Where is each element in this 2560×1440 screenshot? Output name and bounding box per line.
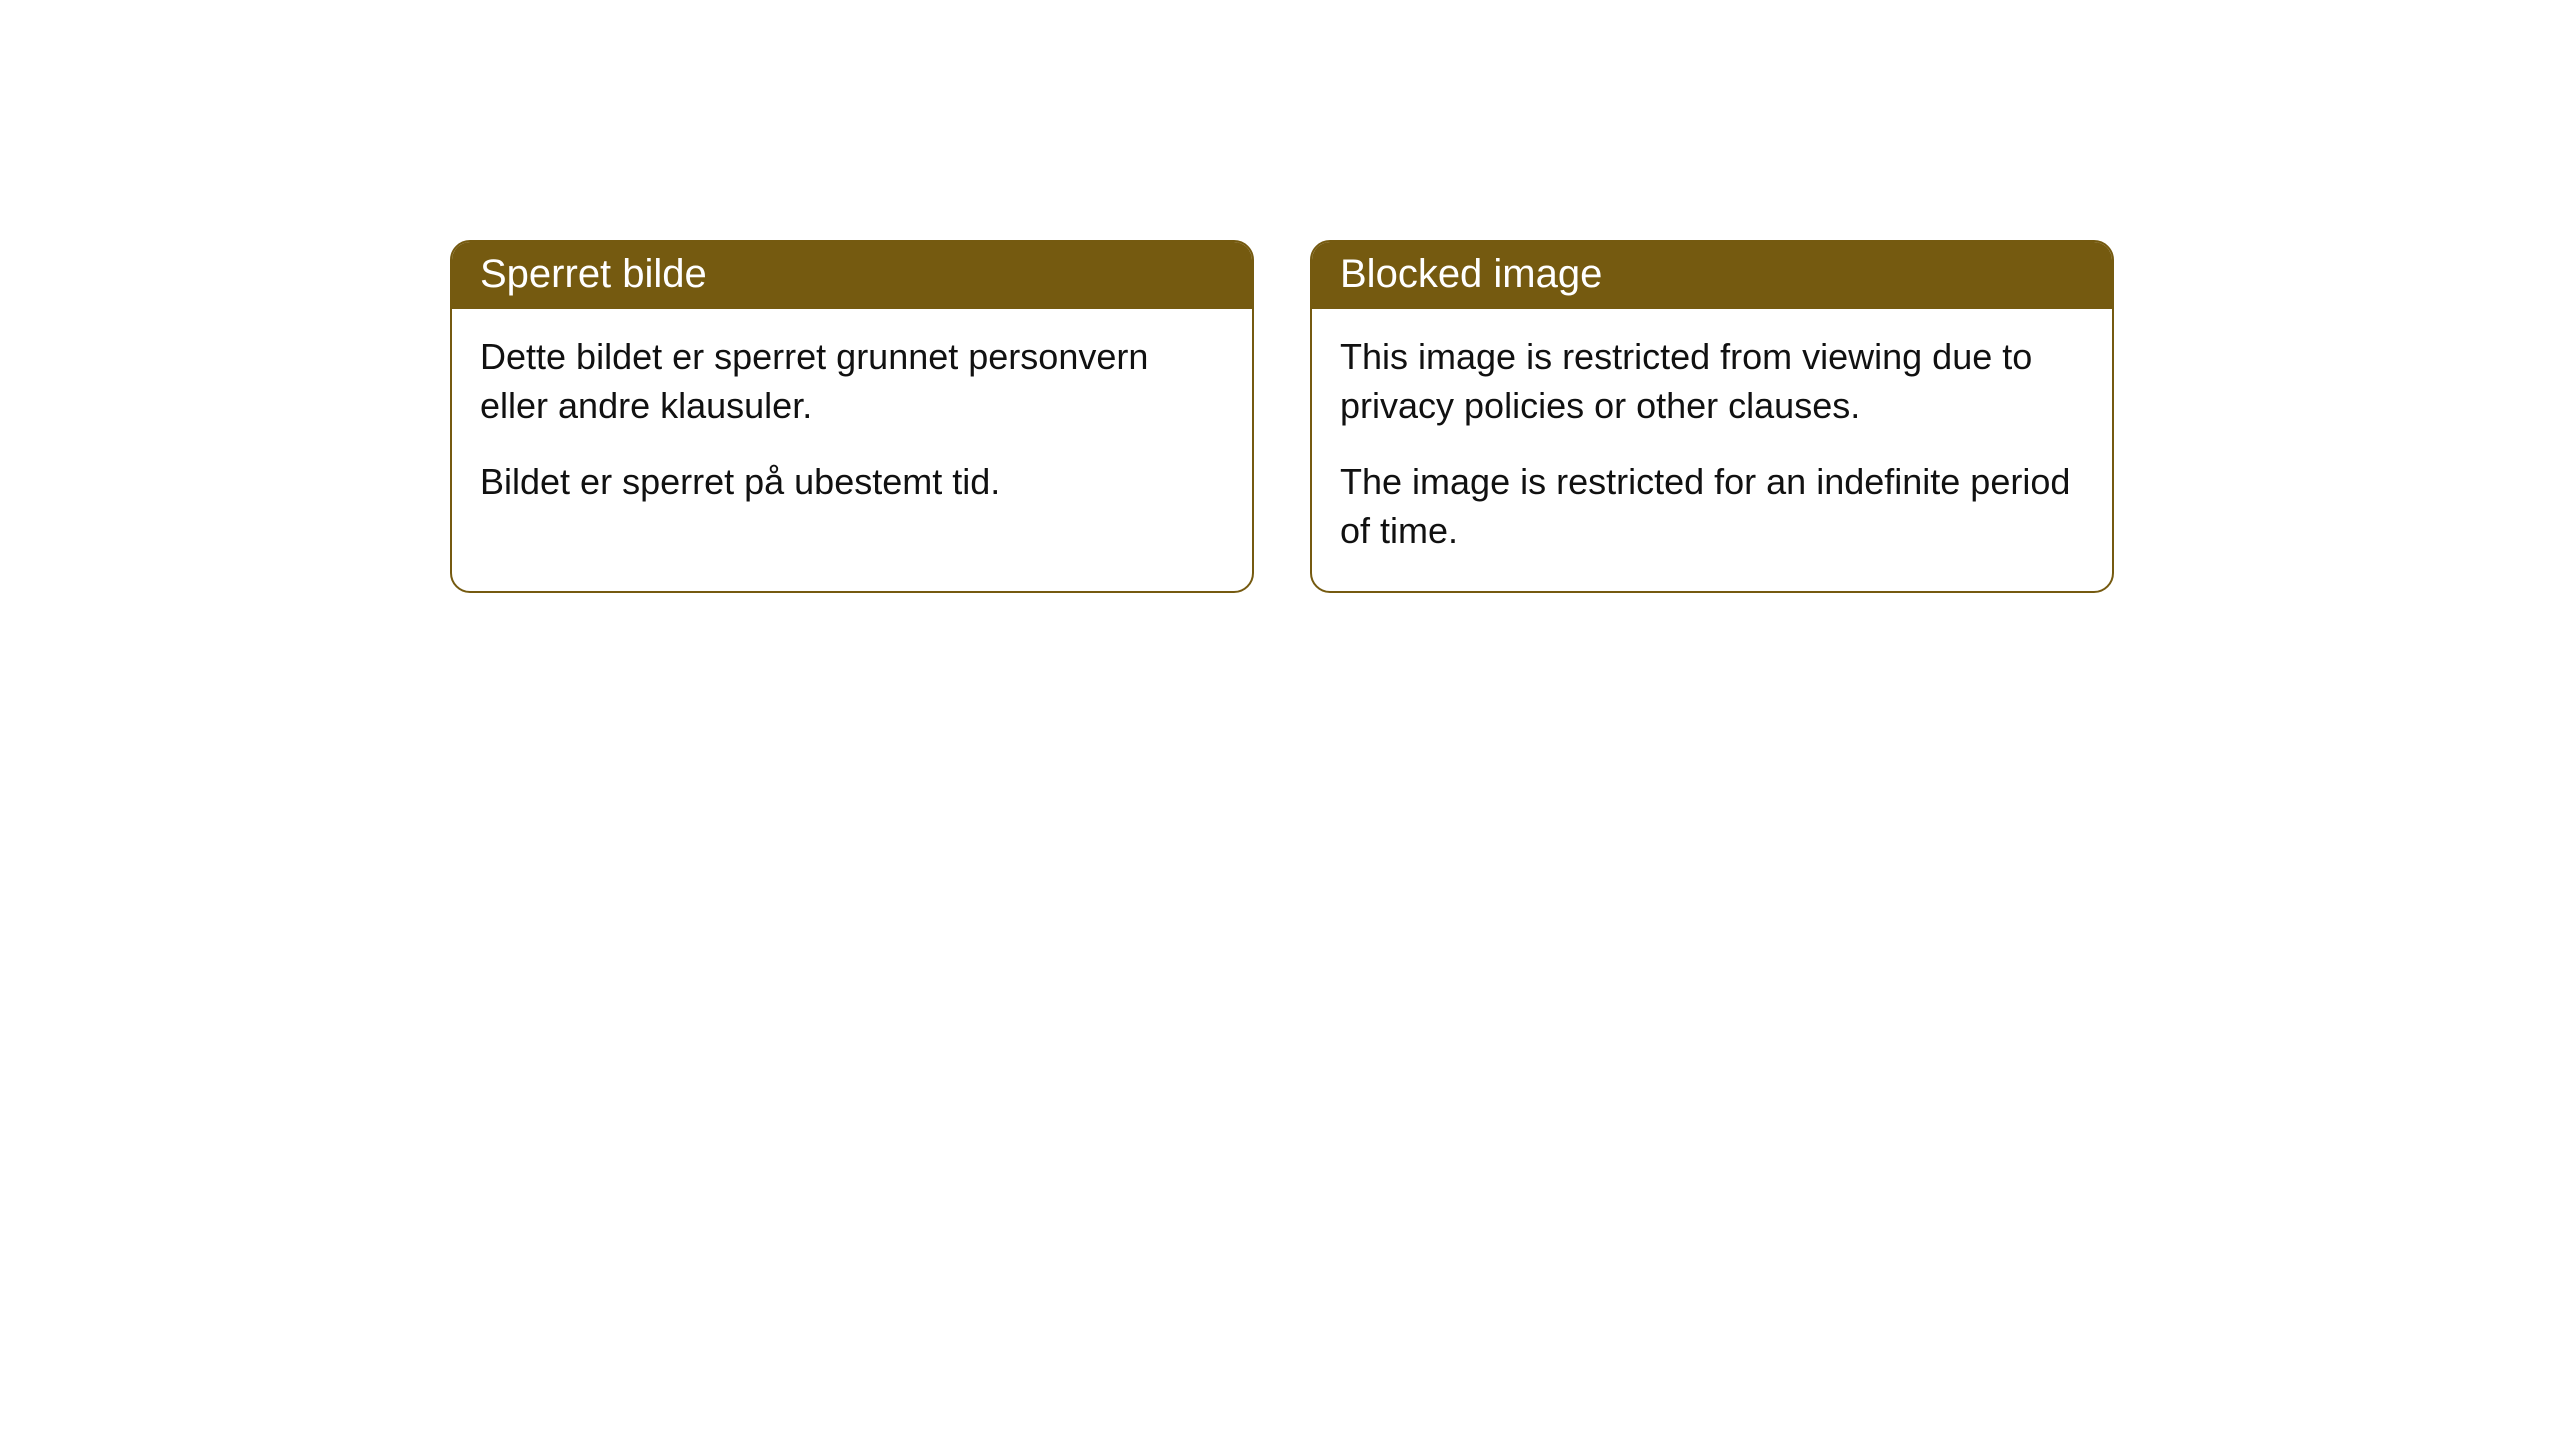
card-paragraph: Dette bildet er sperret grunnet personve… [480,333,1224,430]
card-paragraph: This image is restricted from viewing du… [1340,333,2084,430]
card-paragraph: Bildet er sperret på ubestemt tid. [480,458,1224,507]
card-title: Sperret bilde [480,252,707,296]
card-paragraph: The image is restricted for an indefinit… [1340,458,2084,555]
notice-card-english: Blocked image This image is restricted f… [1310,240,2114,593]
card-title: Blocked image [1340,252,1602,296]
card-header: Blocked image [1312,242,2112,309]
notice-card-norwegian: Sperret bilde Dette bildet er sperret gr… [450,240,1254,593]
card-header: Sperret bilde [452,242,1252,309]
notice-cards-container: Sperret bilde Dette bildet er sperret gr… [450,240,2114,593]
card-body: Dette bildet er sperret grunnet personve… [452,309,1252,543]
card-body: This image is restricted from viewing du… [1312,309,2112,591]
